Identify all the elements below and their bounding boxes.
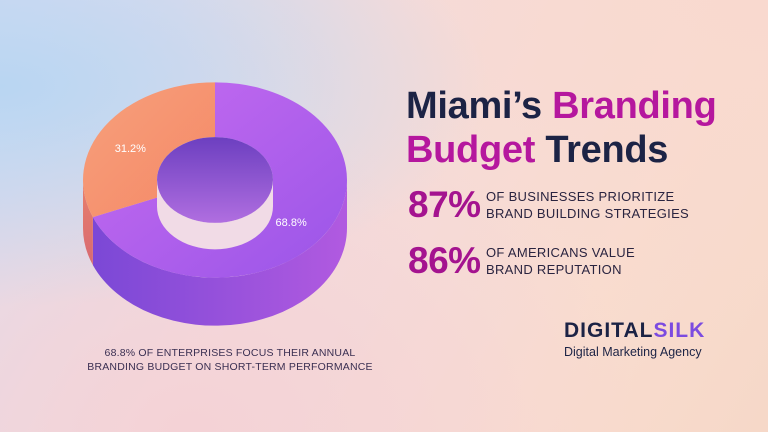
caption-line-2: branding budget on short-term performanc… (87, 361, 373, 373)
title-accent-1: Branding (552, 85, 717, 127)
stat-value: 87% (408, 184, 481, 225)
donut-hole-floor (157, 180, 273, 250)
chart-caption: 68.8% of enterprises focus their annual … (50, 346, 410, 374)
caption-line-1: 68.8% of enterprises focus their annual (104, 347, 356, 359)
donut-hole (157, 137, 273, 223)
brand-logo[interactable]: DIGITALSILK Digital Marketing Agency (564, 319, 705, 359)
stat-line-1: of businesses prioritize (486, 189, 675, 204)
title-part-2: Trends (535, 129, 669, 171)
brand-name-part-2: SILK (653, 319, 706, 342)
donut-chart: 68.8% 31.2% (83, 82, 348, 326)
slice-small (83, 82, 215, 218)
stat-line-2: brand reputation (486, 262, 622, 277)
slice-small-label: 31.2% (115, 143, 146, 155)
stat-description: of Americans value brand reputation (486, 244, 635, 278)
stat-description: of businesses prioritize brand building … (486, 188, 689, 222)
stat-businesses: 87% of businesses prioritize brand build… (408, 184, 689, 226)
stat-value: 86% (408, 240, 481, 281)
stat-line-2: brand building strategies (486, 206, 690, 221)
slice-small-side (83, 180, 93, 266)
slice-large-side (92, 180, 348, 326)
brand-name-part-1: DIGITAL (564, 319, 654, 342)
slice-large-label: 68.8% (276, 217, 307, 229)
stat-americans: 86% of Americans value brand reputation (408, 240, 635, 282)
page-title: Miami’s Branding Budget Trends (406, 84, 746, 172)
title-accent-2: Budget (406, 129, 536, 171)
stat-line-1: of Americans value (486, 245, 635, 260)
title-part-1: Miami’s (406, 85, 553, 127)
brand-wordmark: DIGITALSILK (564, 319, 705, 343)
slice-large (92, 82, 348, 278)
brand-tagline: Digital Marketing Agency (564, 345, 702, 359)
